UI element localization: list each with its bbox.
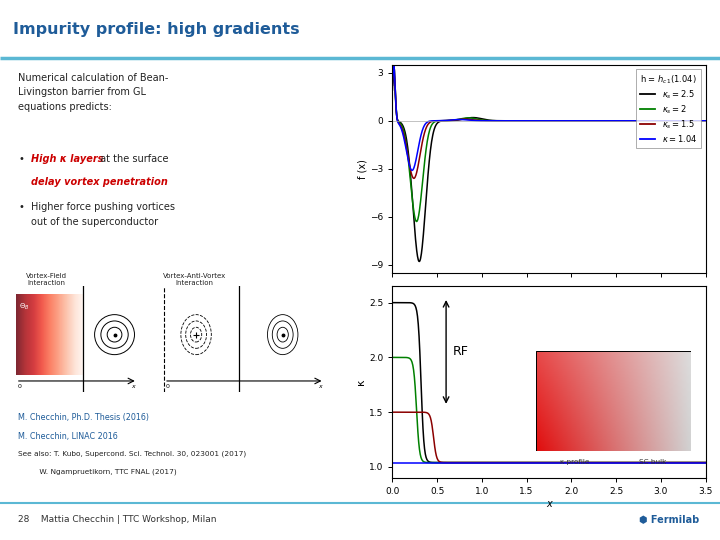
Legend: $\kappa_s = 2.5$, $\kappa_s = 2$, $\kappa_s = 1.5$, $\kappa = 1.04$: $\kappa_s = 2.5$, $\kappa_s = 2$, $\kapp… [636, 69, 701, 148]
Text: Vortex-Anti-Vortex
Interaction: Vortex-Anti-Vortex Interaction [163, 273, 226, 286]
Text: M. Checchin, LINAC 2016: M. Checchin, LINAC 2016 [18, 432, 118, 441]
Text: Vortex-Field
Interaction: Vortex-Field Interaction [27, 273, 67, 286]
Y-axis label: f (x): f (x) [357, 159, 367, 179]
Text: •: • [18, 154, 24, 164]
Text: delay vortex penetration: delay vortex penetration [31, 177, 168, 187]
Text: High κ layers: High κ layers [31, 154, 104, 164]
Text: ⬢ Fermilab: ⬢ Fermilab [639, 515, 700, 524]
Text: Numerical calculation of Bean-
Livingston barrier from GL
equations predicts:: Numerical calculation of Bean- Livingsto… [18, 73, 168, 112]
Text: at the surface: at the surface [97, 154, 168, 164]
Text: $\Theta_B$: $\Theta_B$ [19, 302, 30, 312]
Text: •: • [18, 202, 24, 213]
Text: M. Checchin, Ph.D. Thesis (2016): M. Checchin, Ph.D. Thesis (2016) [18, 413, 149, 422]
Text: x: x [318, 384, 322, 389]
Text: Impurity profile: high gradients: Impurity profile: high gradients [13, 22, 300, 37]
Text: See also: T. Kubo, Supercond. Sci. Technol. 30, 023001 (2017): See also: T. Kubo, Supercond. Sci. Techn… [18, 451, 246, 457]
X-axis label: x: x [546, 499, 552, 509]
Text: 0: 0 [166, 384, 169, 389]
Text: 28    Mattia Checchin | TTC Workshop, Milan: 28 Mattia Checchin | TTC Workshop, Milan [18, 515, 217, 524]
Text: SC bulk: SC bulk [639, 459, 666, 465]
Y-axis label: κ: κ [356, 379, 366, 386]
Text: W. Ngampruetikorn, TTC FNAL (2017): W. Ngampruetikorn, TTC FNAL (2017) [18, 468, 176, 475]
Text: RF: RF [452, 346, 468, 359]
Text: x: x [131, 384, 135, 389]
Text: 0: 0 [18, 384, 22, 389]
Text: Higher force pushing vortices
out of the superconductor: Higher force pushing vortices out of the… [31, 202, 175, 227]
Text: κ profile: κ profile [560, 459, 590, 465]
